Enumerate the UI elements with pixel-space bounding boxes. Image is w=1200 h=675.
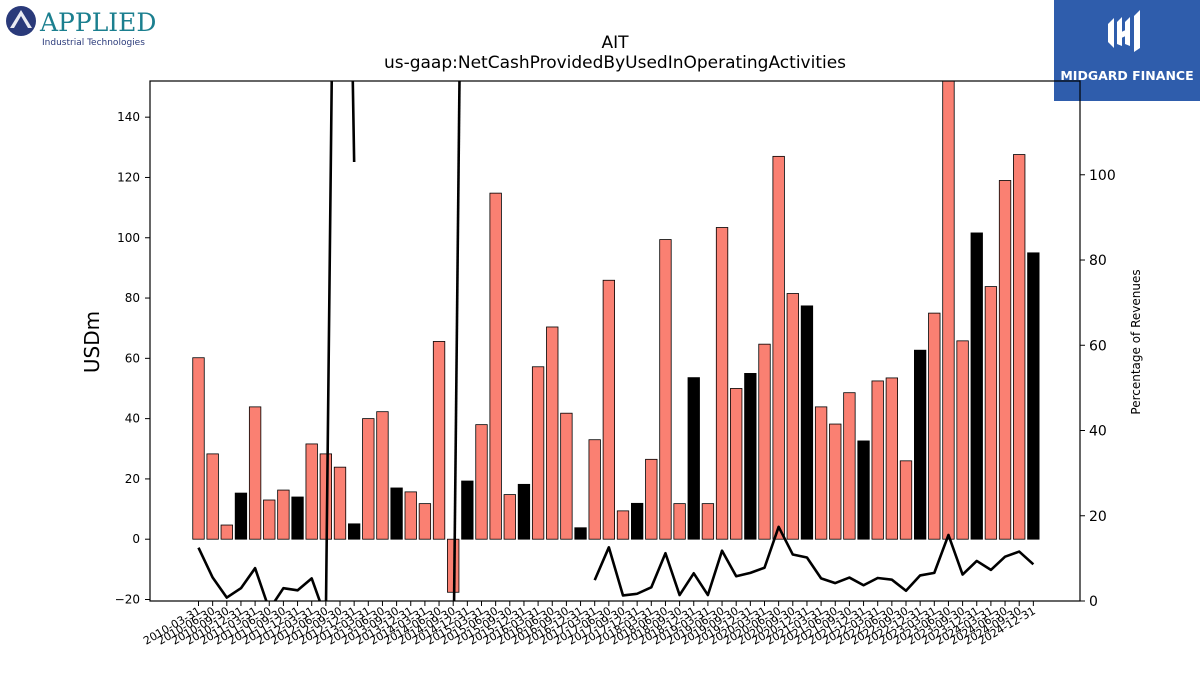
bar-2019-12-31: [744, 373, 757, 540]
bar-2015-06-30: [489, 192, 502, 540]
bar-2016-06-30: [546, 326, 559, 540]
bar-2018-09-30: [673, 503, 686, 540]
bar-2021-03-31: [814, 406, 828, 540]
bar-2020-12-31: [800, 305, 814, 540]
bar-2013-03-31: [362, 418, 375, 540]
y-tick-label: 100: [117, 231, 140, 245]
applied-industrial-logo: APPLIED Industrial Technologies: [4, 4, 164, 50]
bar-2024-09-30: [1013, 154, 1026, 540]
bar-2011-03-31: [248, 406, 262, 540]
bar-2015-09-30: [503, 494, 516, 540]
bar-2010-06-30: [206, 453, 219, 540]
bar-2024-12-31: [1027, 252, 1040, 540]
chart-title: AIT: [601, 33, 629, 53]
bar-2015-03-31: [475, 424, 488, 540]
pct-line-segment-0: [197, 81, 356, 601]
bar-2017-03-31: [588, 439, 601, 540]
bar-2022-03-31: [871, 380, 884, 540]
applied-logo-text: APPLIED: [39, 8, 156, 37]
bar-2010-03-31: [192, 357, 205, 540]
bar-2014-06-30: [432, 341, 446, 540]
bar-2016-09-30: [560, 412, 573, 540]
bar-2019-09-30: [730, 388, 743, 540]
y2-tick-label: 0: [1089, 594, 1098, 610]
y2-axis-label: Percentage of Revenues: [1129, 269, 1143, 414]
bar-2024-03-31: [984, 286, 998, 540]
bar-2013-09-30: [390, 487, 403, 540]
bar-2011-09-30: [277, 489, 290, 540]
y-tick-label: 140: [117, 110, 140, 124]
bar-2011-12-31: [291, 496, 304, 540]
bar-2021-09-30: [843, 392, 856, 540]
y-tick-label: 40: [125, 412, 140, 426]
bar-2017-09-30: [616, 510, 630, 540]
bar-2016-12-31: [574, 527, 587, 540]
bar-2022-12-31: [914, 349, 927, 540]
y2-tick-label: 60: [1089, 338, 1107, 354]
bar-2021-12-31: [857, 440, 870, 540]
bar-2024-06-30: [998, 180, 1012, 540]
bar-2014-12-31: [461, 480, 474, 540]
bar-2018-06-30: [659, 239, 672, 540]
bar-2016-03-31: [531, 366, 545, 540]
bar-2020-09-30: [786, 293, 799, 540]
bar-2011-06-30: [263, 499, 276, 540]
bar-2023-09-30: [956, 340, 969, 540]
y2-tick-label: 40: [1089, 424, 1107, 440]
axes: −200204060801001201400204060801002010-03…: [115, 80, 1116, 648]
bar-2017-12-31: [631, 502, 644, 540]
bar-2023-03-31: [928, 312, 941, 540]
midgard-logo-mark-icon: [1108, 10, 1140, 52]
line-series: [197, 81, 1035, 601]
y-tick-label: 20: [125, 472, 140, 486]
plot-frame: [149, 80, 1081, 602]
y-tick-label: 80: [125, 291, 140, 305]
y-axis-label: USDm: [80, 311, 104, 373]
bar-2014-03-31: [418, 503, 432, 540]
bar-2010-12-31: [234, 492, 248, 540]
bar-2018-12-31: [687, 377, 700, 540]
bar-2013-06-30: [376, 411, 389, 540]
y2-tick-label: 80: [1089, 253, 1107, 269]
applied-logo-subtext: Industrial Technologies: [42, 38, 145, 48]
chart-subtitle: us-gaap:NetCashProvidedByUsedInOperating…: [384, 53, 846, 73]
y-tick-label: −20: [115, 592, 140, 606]
bar-2020-06-30: [772, 155, 785, 540]
y-tick-label: 0: [132, 532, 140, 546]
bar-2022-06-30: [885, 377, 898, 540]
bar-2021-06-30: [829, 423, 842, 540]
bar-2010-09-30: [220, 524, 233, 540]
bar-2012-03-31: [305, 443, 318, 540]
bar-2022-09-30: [899, 460, 913, 540]
bar-2013-12-31: [404, 491, 417, 540]
y2-tick-label: 100: [1089, 168, 1116, 184]
bar-2019-03-31: [701, 503, 715, 540]
bar-2019-06-30: [715, 227, 729, 540]
bar-2017-06-30: [602, 279, 615, 540]
midgard-finance-logo: MIDGARD FINANCE: [1054, 0, 1200, 101]
bar-2018-03-31: [645, 458, 658, 540]
y2-tick-label: 20: [1089, 509, 1107, 525]
pct-line-segment-2: [593, 525, 1035, 597]
bar-2012-12-31: [347, 523, 361, 540]
bar-2023-12-31: [970, 232, 983, 540]
bar-2020-03-31: [758, 343, 771, 540]
y-tick-label: 120: [117, 170, 140, 184]
bar-series: [192, 81, 1040, 593]
midgard-logo-text: MIDGARD FINANCE: [1060, 68, 1193, 83]
y-tick-label: 60: [125, 351, 140, 365]
pct-line-segment-1: [452, 81, 461, 601]
bar-2023-06-30: [942, 81, 955, 540]
bar-2015-12-31: [517, 483, 531, 540]
bar-2012-09-30: [333, 466, 347, 540]
